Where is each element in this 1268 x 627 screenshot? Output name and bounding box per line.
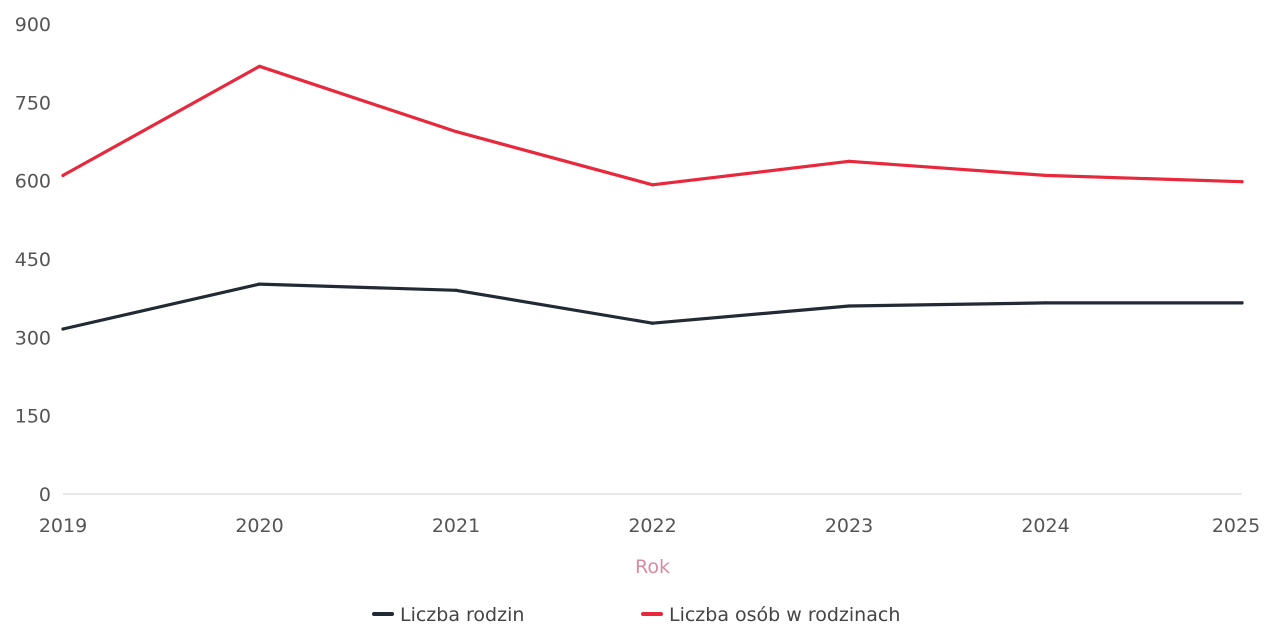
x-axis: 2019 2020 2021 2022 2023 2024 2025 <box>39 515 1260 537</box>
data-point <box>1240 301 1244 305</box>
y-tick-label: 300 <box>15 327 51 349</box>
data-point <box>454 288 458 292</box>
y-tick-label: 0 <box>39 484 51 506</box>
data-point <box>1043 301 1048 305</box>
data-point <box>257 282 262 286</box>
x-axis-label: Rok <box>635 556 670 578</box>
data-point <box>257 64 262 68</box>
data-point <box>61 327 65 331</box>
y-tick-label: 900 <box>15 14 51 36</box>
series-lines <box>61 64 1244 331</box>
y-tick-label: 150 <box>15 406 51 428</box>
data-point <box>650 321 655 325</box>
x-tick-label: 2020 <box>235 515 283 537</box>
series-line-2 <box>61 64 1244 187</box>
x-tick-label: 2024 <box>1021 515 1069 537</box>
x-tick-label: 2021 <box>432 515 480 537</box>
data-point <box>847 159 851 163</box>
data-point <box>454 129 458 134</box>
legend: Liczba rodzin Liczba osób w rodzinach <box>372 604 900 626</box>
data-point <box>1043 173 1048 178</box>
y-tick-label: 600 <box>15 171 51 193</box>
data-point <box>650 183 655 187</box>
data-point <box>61 173 65 178</box>
y-tick-label: 450 <box>15 249 51 271</box>
y-axis: 0 150 300 450 600 750 900 <box>15 14 51 506</box>
data-point <box>847 304 851 308</box>
x-tick-label: 2019 <box>39 515 87 537</box>
data-point <box>1240 180 1244 184</box>
x-tick-label: 2023 <box>825 515 873 537</box>
legend-label: Liczba rodzin <box>400 604 524 626</box>
x-tick-label: 2025 <box>1212 515 1260 537</box>
x-tick-label: 2022 <box>628 515 676 537</box>
legend-label: Liczba osób w rodzinach <box>669 604 900 626</box>
y-tick-label: 750 <box>15 92 51 114</box>
